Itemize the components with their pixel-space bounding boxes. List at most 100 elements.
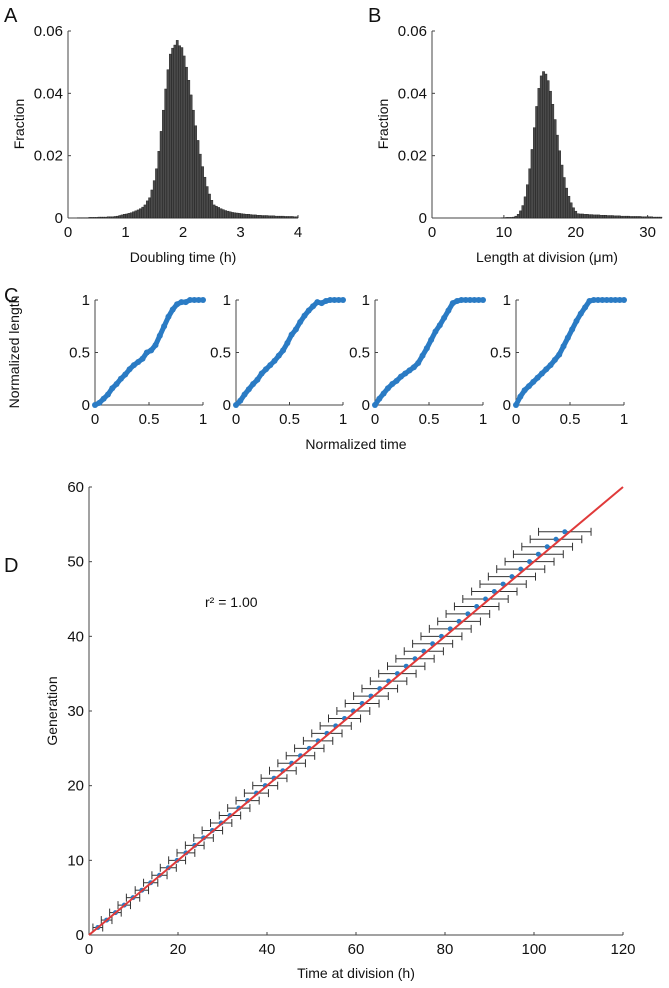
panel-a-x-tick-label: 0	[64, 224, 72, 241]
panel-a-bar	[173, 44, 177, 219]
panel-c2-point	[297, 319, 304, 326]
panel-a-bar	[93, 217, 96, 219]
panel-c3-point	[423, 345, 430, 352]
panel-c4-point	[521, 387, 528, 394]
panel-a-bar	[132, 211, 135, 219]
panel-c4-point	[599, 297, 606, 303]
panel-c1-point	[178, 299, 185, 306]
panel-c1-point	[104, 391, 111, 398]
panel-b-bar	[636, 216, 640, 219]
panel-b-bar	[516, 214, 520, 219]
panel-b-xlabel: Length at division (μm)	[476, 249, 618, 265]
panel-c2-point	[288, 331, 295, 338]
panel-b-x-tick-label: 30	[639, 224, 656, 241]
panel-a-bar	[288, 216, 292, 219]
panel-a-bar	[263, 215, 266, 219]
panel-b-bar	[604, 214, 607, 219]
panel-c4-point	[577, 310, 584, 317]
panel-c3-point	[372, 402, 378, 408]
panel-a-bar	[274, 215, 278, 219]
panel-b-bar	[602, 214, 605, 219]
panel-a-bar	[212, 204, 216, 219]
panel-b-bar	[648, 216, 651, 219]
panel-label-c: C	[4, 285, 18, 307]
panel-a-bar	[217, 207, 220, 219]
panel-a-bar	[224, 210, 227, 219]
panel-a-bar	[194, 125, 197, 219]
panel-d-xlabel: Time at division (h)	[297, 965, 415, 981]
panel-b-bar	[521, 205, 525, 219]
panel-a-bar	[120, 214, 124, 219]
panel-b-x-tick-label: 0	[428, 224, 436, 241]
panel-c4-point	[530, 378, 537, 385]
panel-a-bar	[141, 206, 145, 219]
panel-b-bar	[592, 214, 596, 219]
panel-c4-point	[525, 383, 532, 390]
panel-c4-point	[612, 297, 619, 303]
panel-a-y-tick-label: 0	[55, 210, 63, 227]
panel-c2-point	[254, 376, 261, 383]
panel-b-bar	[599, 214, 603, 219]
panel-b-bar	[542, 71, 545, 219]
panel-a-bar	[237, 213, 241, 219]
panel-b-bar	[574, 210, 578, 219]
panel-b-bar	[523, 196, 527, 219]
panel-a-x-tick-label: 3	[236, 224, 244, 241]
panel-d-x-tick-label: 20	[170, 941, 187, 958]
panel-d-ylabel: Generation	[44, 676, 60, 745]
panel-a-bar	[279, 215, 283, 219]
panel-c2-y-tick-label: 0	[223, 397, 231, 414]
panel-b-bar	[576, 213, 580, 219]
panel-d-y-tick-label: 20	[67, 778, 84, 795]
panel-c1-point	[117, 375, 124, 382]
panel-a-bar	[99, 216, 103, 219]
panel-d-point	[527, 559, 533, 565]
panel-c4-point	[538, 370, 545, 377]
panel-c4-point	[616, 297, 623, 303]
panel-c2-x-tick-label: 0.5	[279, 411, 300, 428]
panel-b-bar	[588, 214, 591, 219]
panel-c4-point	[556, 351, 563, 358]
panel-a-bar	[267, 215, 271, 219]
panel-d-y-tick-label: 0	[76, 927, 84, 944]
panel-c3-point	[389, 381, 396, 387]
panel-c2-point	[267, 362, 274, 369]
panel-a-bar	[182, 55, 186, 219]
panel-a-bar	[175, 40, 179, 219]
panel-d-x-tick-label: 60	[348, 941, 365, 958]
panel-b-bar	[549, 90, 552, 219]
panel-c2-point	[331, 297, 338, 303]
panel-a-bar	[102, 216, 105, 219]
panel-a-bar	[109, 216, 112, 219]
panel-c4-point	[517, 393, 524, 400]
panel-c4-x-tick-label: 1	[620, 411, 628, 428]
panel-c4-y-tick-label: 1	[503, 292, 511, 309]
panel-d-y-tick-label: 10	[67, 852, 84, 869]
panel-c3-point	[462, 297, 469, 303]
panel-c4-point	[551, 356, 558, 363]
panel-a-bar	[168, 53, 172, 219]
panel-a-bar	[162, 109, 165, 219]
panel-b-bar	[572, 207, 575, 219]
panel-c4-curve	[513, 297, 627, 408]
panel-c4-point	[608, 297, 615, 303]
panel-c4-point	[564, 334, 571, 341]
panel-c3-point	[402, 370, 409, 377]
panel-b-bar	[565, 187, 568, 219]
panel-c3-point	[415, 360, 422, 366]
panel-c2-point	[340, 297, 346, 303]
panel-a-bar	[95, 217, 99, 219]
r-squared-annotation: r² = 1.00	[205, 594, 258, 610]
panel-c4-point	[621, 297, 627, 303]
panel-a-bar	[164, 88, 168, 219]
panel-b-x-tick-label: 20	[567, 224, 584, 241]
panel-c2-point	[327, 297, 334, 303]
panel-b-y-tick-label: 0.02	[398, 148, 427, 165]
panel-c3-point	[376, 395, 383, 402]
panel-b-bar	[514, 215, 518, 219]
panel-a-bar	[293, 216, 296, 219]
panel-c3-y-tick-label: 1	[362, 292, 370, 309]
panel-c3-curve	[372, 297, 486, 408]
panel-b-bar	[629, 216, 633, 219]
